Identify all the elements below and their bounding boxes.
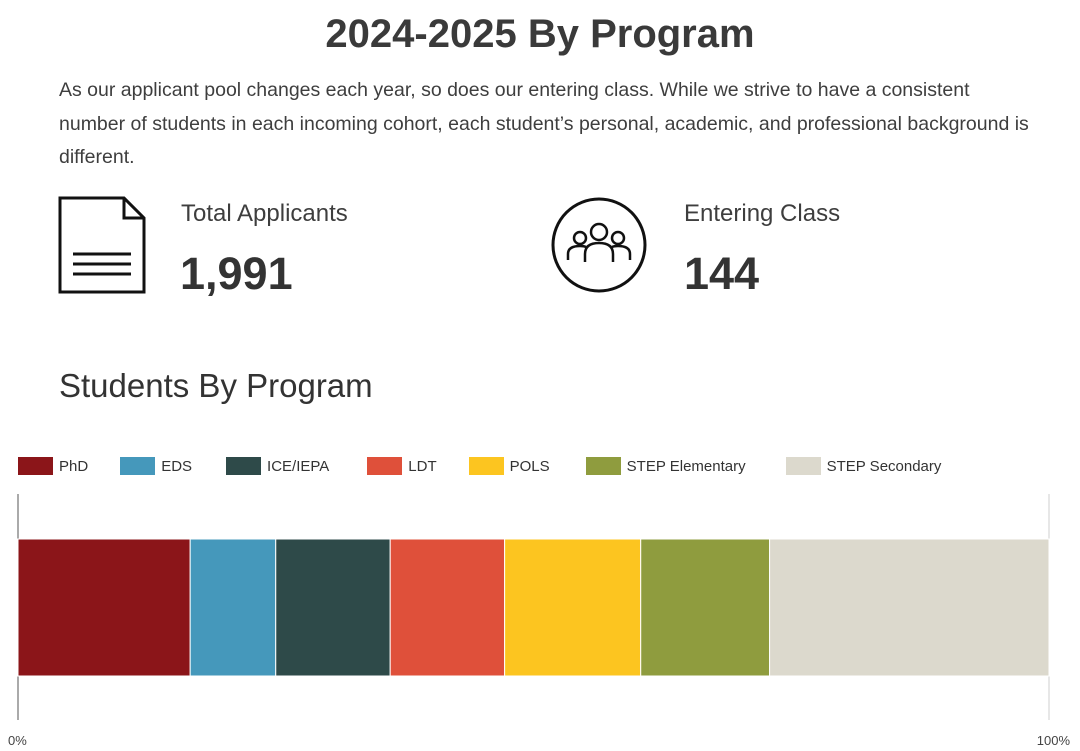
legend-item[interactable]: STEP Elementary: [585, 457, 746, 475]
legend-item[interactable]: STEP Secondary: [785, 457, 942, 475]
legend-item[interactable]: ICE/IEPA: [226, 457, 329, 475]
legend-swatch: [18, 457, 53, 475]
people-group-icon: [551, 197, 647, 293]
section-title: Students By Program: [59, 367, 373, 404]
stacked-bar-chart: 0% 100%: [8, 494, 1071, 748]
legend-label: ICE/IEPA: [267, 457, 330, 475]
legend-swatch: [785, 457, 821, 475]
legend-label: STEP Elementary: [626, 457, 746, 475]
legend-item[interactable]: LDT: [367, 457, 437, 475]
bar-segment[interactable]: [769, 538, 1050, 677]
legend-label: LDT: [408, 457, 437, 475]
bar-segment[interactable]: [640, 538, 771, 677]
legend-label: POLS: [509, 457, 550, 475]
total-applicants-label: Total Applicants: [181, 200, 348, 227]
legend-item[interactable]: PhD: [18, 457, 88, 475]
x-tick-label: 100%: [1037, 733, 1071, 748]
bar-segment[interactable]: [17, 538, 191, 677]
legend-label: PhD: [59, 457, 89, 475]
legend-swatch: [585, 457, 621, 475]
page-title: 2024-2025 By Program: [325, 12, 755, 56]
bar-segment[interactable]: [389, 538, 506, 677]
legend-item[interactable]: EDS: [120, 457, 192, 475]
bar-segment[interactable]: [504, 538, 642, 677]
legend-label: STEP Secondary: [826, 457, 942, 475]
legend-swatch: [120, 457, 156, 475]
x-tick-label: 0%: [8, 733, 27, 748]
intro-paragraph: As our applicant pool changes each year,…: [59, 79, 1029, 168]
legend-swatch: [367, 457, 403, 475]
document-icon: [58, 196, 146, 294]
legend-swatch: [226, 457, 262, 475]
entering-class-label: Entering Class: [684, 200, 841, 227]
entering-class-value: 144: [684, 248, 760, 299]
chart-legend: PhD EDS ICE/IEPA LDT POLS STEP Elementary STEP…: [18, 455, 941, 477]
legend-swatch: [468, 457, 504, 475]
legend-item[interactable]: POLS: [468, 457, 550, 475]
legend-label: EDS: [161, 457, 193, 475]
bar-segment[interactable]: [275, 538, 391, 677]
bar-segment[interactable]: [189, 538, 277, 677]
total-applicants-value: 1,991: [180, 248, 293, 299]
